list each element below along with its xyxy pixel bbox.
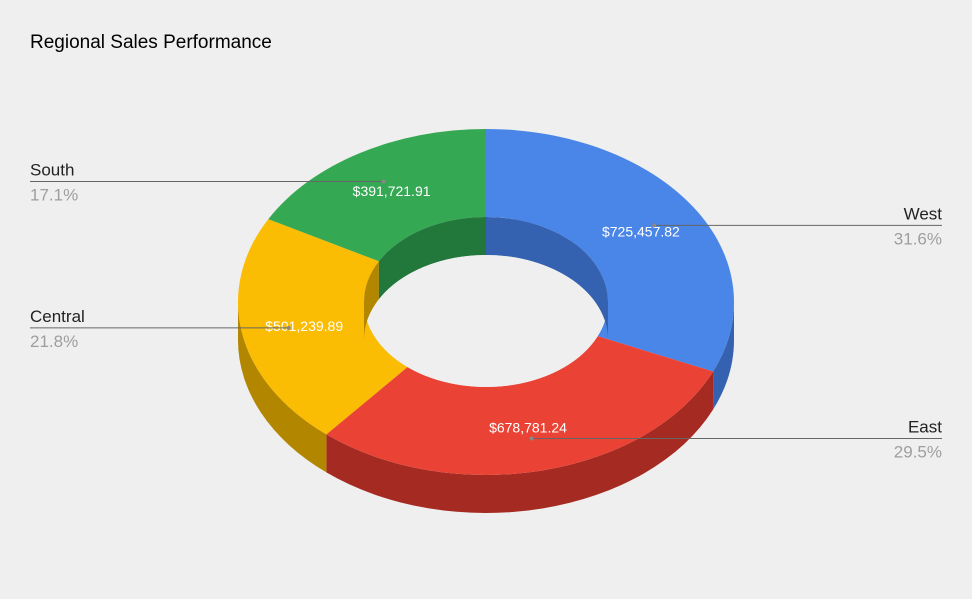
region-label-west: West [904, 204, 943, 223]
slice-central [237, 219, 408, 435]
slices-layer [237, 129, 734, 514]
callout-dot-south [381, 179, 386, 184]
value-label-south: $391,721.91 [353, 183, 431, 199]
slice-side-central [237, 302, 327, 473]
value-label-east: $678,781.24 [489, 420, 567, 436]
value-label-central: $501,239.89 [265, 318, 343, 334]
slice-east [326, 336, 714, 476]
slice-side-west [713, 302, 734, 410]
chart-title: Regional Sales Performance [30, 32, 272, 53]
labels-layer: $725,457.82 West 31.6% $678,781.24 East 29.5%… [30, 161, 942, 462]
slice-inner-wall-west [486, 217, 608, 340]
slice-inner-wall-south [378, 217, 486, 300]
percent-label-west: 31.6% [894, 229, 942, 248]
percent-label-east: 29.5% [894, 443, 942, 462]
callout-dot-east [529, 436, 534, 441]
callout-dot-west [652, 223, 657, 228]
slice-inner-wall-central [364, 261, 379, 340]
percent-label-south: 17.1% [30, 186, 78, 205]
slice-west [486, 129, 734, 372]
value-label-west: $725,457.82 [602, 223, 680, 239]
region-label-central: Central [30, 307, 85, 326]
slice-side-east [326, 371, 714, 514]
region-label-east: East [908, 418, 942, 437]
region-label-south: South [30, 161, 74, 180]
percent-label-central: 21.8% [30, 332, 78, 351]
slice-south [268, 129, 486, 262]
callout-dot-central [286, 325, 291, 330]
